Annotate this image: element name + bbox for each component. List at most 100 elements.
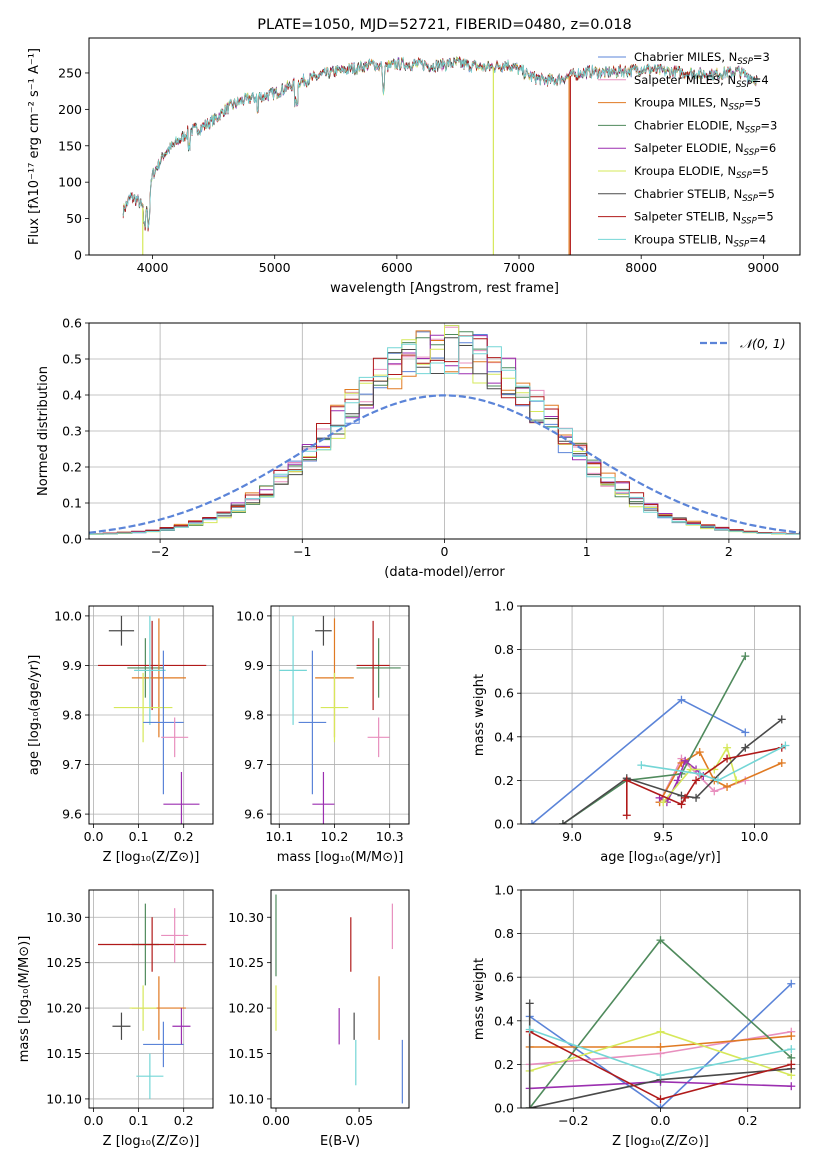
weight-marker <box>622 811 631 820</box>
x-axis-label: E(B-V) <box>320 1134 360 1149</box>
weight-marker <box>656 936 665 945</box>
spectrum-series-line <box>122 56 758 229</box>
spectrum-lines <box>122 56 758 255</box>
weight-marker <box>741 743 750 752</box>
legend-text: Chabrier ELODIE, N <box>634 118 745 132</box>
y-tick-label: 100 <box>58 175 82 190</box>
x-tick-label: 0.2 <box>174 829 194 844</box>
legend-entry: Chabrier MILES, NSSP=3 <box>634 50 770 67</box>
weight-marker <box>656 1095 665 1104</box>
y-tick-label: 0.6 <box>62 316 82 331</box>
legend-text: =5 <box>758 187 775 201</box>
weight-marker <box>741 652 750 661</box>
y-tick-label: 9.8 <box>244 708 264 723</box>
x-tick-label: 9000 <box>747 260 779 275</box>
spectrum-frame <box>88 37 801 256</box>
age-weight-frame <box>520 605 801 825</box>
x-tick-label: 0.1 <box>129 829 149 844</box>
y-tick-label: 9.7 <box>244 757 264 772</box>
legend-subscript: SSP <box>736 80 752 90</box>
weight-marker <box>695 769 704 778</box>
z-age-errorbars <box>98 615 207 824</box>
y-tick-label: 0.0 <box>494 1101 514 1116</box>
legend-subscript: SSP <box>741 217 757 227</box>
error-bar-point <box>98 620 207 711</box>
y-tick-label: 9.6 <box>244 807 264 822</box>
weight-marker <box>677 800 686 809</box>
weight-marker <box>781 741 790 750</box>
weight-marker <box>659 798 668 807</box>
legend-text: =3 <box>760 118 777 132</box>
error-bar-point <box>320 672 349 743</box>
weight-marker <box>622 776 631 785</box>
x-tick-label: 2 <box>725 544 733 559</box>
age-weight-lines <box>527 652 790 824</box>
z-weight-frame <box>520 889 801 1109</box>
legend-subscript: SSP <box>736 171 752 181</box>
legend-text: Chabrier STELIB, N <box>634 187 742 201</box>
weight-marker <box>695 748 704 757</box>
error-bar-point <box>367 717 390 758</box>
y-tick-label: 10.15 <box>46 1046 82 1061</box>
weight-marker <box>525 1104 534 1108</box>
y-tick-label: 250 <box>58 65 82 80</box>
chart-title: PLATE=1050, MJD=52721, FIBERID=0480, z=0… <box>257 17 631 33</box>
legend-text: Kroupa MILES, N <box>634 96 729 110</box>
normal-curve <box>89 394 800 534</box>
y-tick-label: 0.4 <box>494 1013 514 1028</box>
mass-age-errorbars <box>279 615 401 824</box>
error-bar-point <box>129 985 157 1031</box>
z-age-frame <box>88 605 214 825</box>
weight-marker <box>656 1071 665 1080</box>
weight-marker <box>741 728 750 737</box>
x-axis-label: Z [log₁₀(Z/Z⊙)] <box>103 850 200 865</box>
legend-text: =5 <box>752 164 769 178</box>
x-tick-label: 0.0 <box>84 1113 104 1128</box>
y-tick-label: 0.4 <box>494 729 514 744</box>
z-mass-axes: 0.0 0.1 0.2 10.10 10.15 10.20 10.25 10.30 Z [log… <box>17 890 213 1149</box>
weight-marker <box>723 782 732 791</box>
histogram-series <box>89 335 800 535</box>
error-bar-point <box>113 672 173 743</box>
legend-entry: Kroupa ELODIE, NSSP=5 <box>634 164 769 181</box>
error-bar-point <box>143 1021 184 1068</box>
y-tick-label: 0.2 <box>494 773 514 788</box>
y-tick-label: 9.9 <box>62 658 82 673</box>
legend-text: =6 <box>759 141 776 155</box>
weight-marker <box>525 1025 534 1034</box>
legend-entry: Chabrier STELIB, NSSP=5 <box>634 187 775 204</box>
error-bar-point <box>161 717 189 758</box>
histogram-series <box>89 335 800 535</box>
error-bar-point <box>279 615 307 725</box>
legend-subscript: SSP <box>745 125 761 135</box>
x-tick-label: 0.0 <box>651 1113 671 1128</box>
y-tick-label: 10.20 <box>46 1001 82 1016</box>
error-bar-point <box>98 917 207 972</box>
weight-marker <box>787 1082 796 1091</box>
y-tick-label: 0.2 <box>494 1057 514 1072</box>
y-tick-label: 0.5 <box>62 352 82 367</box>
legend-text: =3 <box>753 50 770 64</box>
y-tick-label: 10.30 <box>228 910 264 925</box>
y-tick-label: 10.0 <box>54 608 82 623</box>
y-axis-label: Flux [fλ10⁻¹⁷ erg cm⁻² s⁻¹ A⁻¹] <box>27 48 42 245</box>
y-tick-label: 150 <box>58 138 82 153</box>
legend-entry: Kroupa MILES, NSSP=5 <box>634 96 761 113</box>
legend-subscript: SSP <box>742 194 758 204</box>
legend-text: Chabrier MILES, N <box>634 50 737 64</box>
y-tick-label: 0.3 <box>62 424 82 439</box>
x-axis-label: mass [log₁₀(M/M⊙)] <box>277 850 404 865</box>
legend-entry: Chabrier ELODIE, NSSP=3 <box>634 118 777 135</box>
x-tick-label: 6000 <box>381 260 413 275</box>
x-tick-label: 0.2 <box>738 1113 758 1128</box>
mass-age-frame <box>270 605 410 825</box>
error-bar-point <box>127 638 164 698</box>
legend-subscript: SSP <box>737 57 753 67</box>
x-tick-label: 10.1 <box>265 829 293 844</box>
error-bar-point <box>143 650 184 795</box>
z-age-axes: 0.0 0.1 0.2 9.6 9.7 9.8 9.9 10.0 Z [log₁₀(Z/Z⊙)]… <box>27 606 213 865</box>
x-tick-label: 0.0 <box>84 829 104 844</box>
legend-text: =4 <box>749 232 766 246</box>
residuals-frame <box>88 322 801 540</box>
